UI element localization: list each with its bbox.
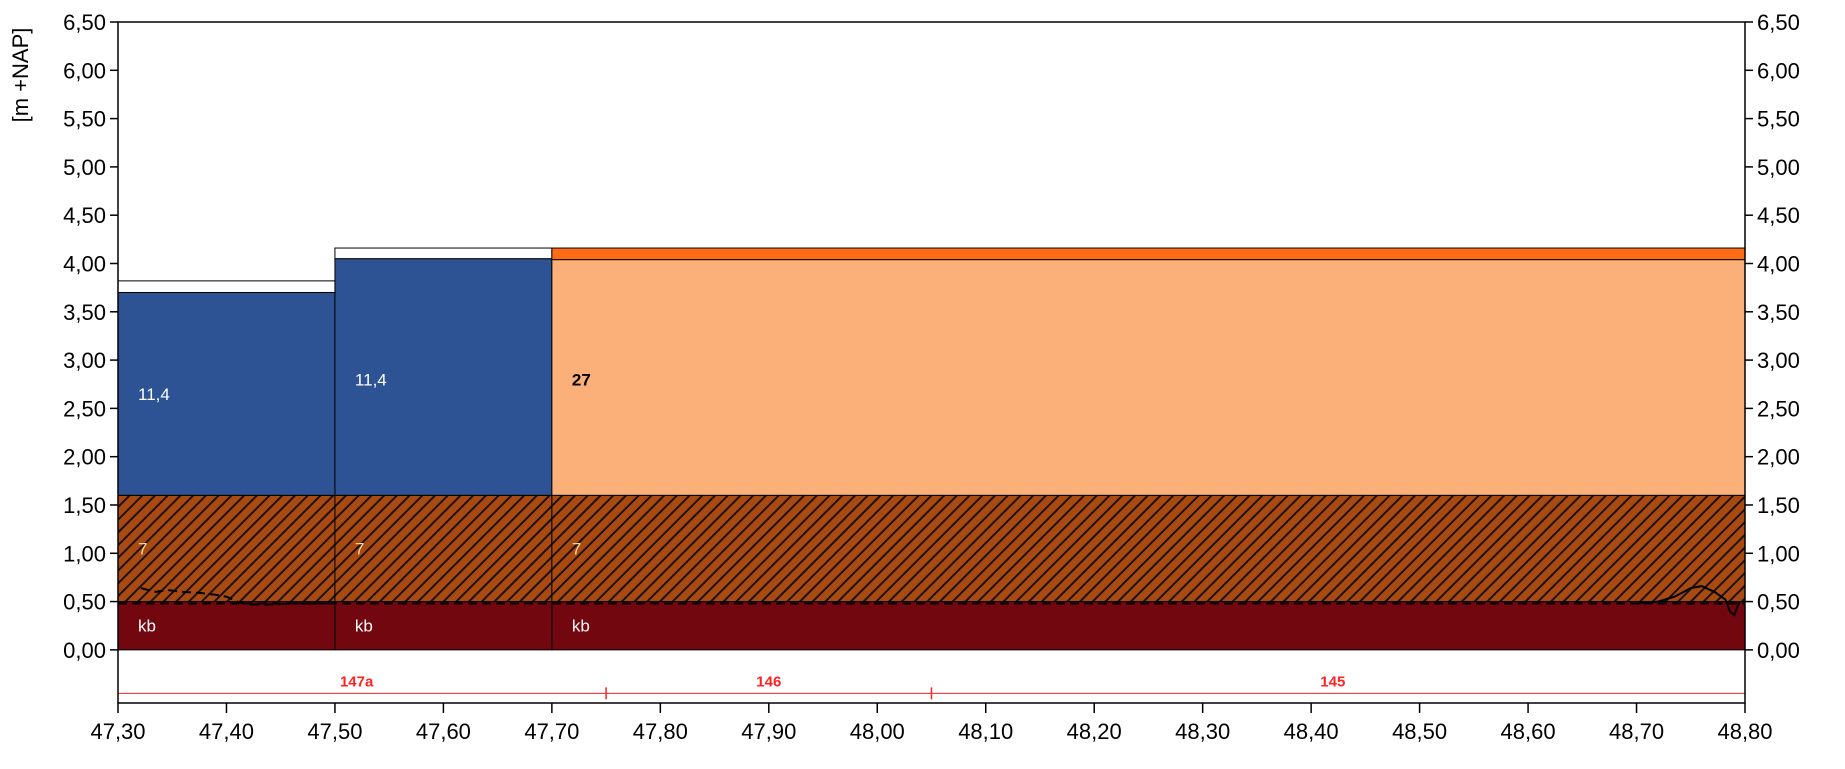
x-tick-label-7: 48,00: [850, 719, 905, 744]
y-tick-label-left-13: 6,50: [63, 10, 106, 35]
y-tick-label-right-6: 3,00: [1757, 348, 1800, 373]
y-tick-label-right-12: 6,00: [1757, 58, 1800, 83]
soil-layer-5: [551, 494, 1746, 603]
y-tick-label-right-13: 6,50: [1757, 10, 1800, 35]
soil-layer-2: [551, 601, 1746, 651]
layer-label-3: 7: [138, 539, 147, 558]
y-tick-label-right-11: 5,50: [1757, 107, 1800, 132]
soil-layer-8: [551, 259, 1746, 496]
groundwater-line-1: [1636, 585, 1741, 617]
soil-layer-3: [117, 494, 336, 603]
layer-label-0: kb: [138, 617, 156, 636]
y-tick-label-right-2: 1,00: [1757, 541, 1800, 566]
y-tick-label-right-8: 4,00: [1757, 251, 1800, 276]
y-tick-label-left-10: 5,00: [63, 155, 106, 180]
profile-group: 147a 146 145: [118, 674, 1745, 700]
plot-frame: [117, 21, 1746, 704]
top-layer-0: [117, 280, 336, 293]
layer-label-1: kb: [355, 617, 373, 636]
profile-label-0: 147a: [340, 674, 374, 691]
y-tick-label-left-3: 1,50: [63, 493, 106, 518]
layer-labels-group: kb kb kb 7 7 7 11,4 11,4 27: [138, 370, 591, 635]
layer-label-4: 7: [355, 539, 364, 558]
y-tick-label-left-11: 5,50: [63, 107, 106, 132]
x-tick-label-11: 48,40: [1284, 719, 1339, 744]
x-tick-label-13: 48,60: [1501, 719, 1556, 744]
x-tick-label-8: 48,10: [958, 719, 1013, 744]
soil-layer-7: [334, 258, 553, 496]
y-tick-label-right-7: 3,50: [1757, 300, 1800, 325]
y-tick-label-left-0: 0,00: [63, 638, 106, 663]
soil-layer-4: [334, 494, 553, 603]
x-tick-label-10: 48,30: [1175, 719, 1230, 744]
layers-group: [117, 258, 1746, 651]
x-tick-label-14: 48,70: [1609, 719, 1664, 744]
y-tick-label-left-8: 4,00: [63, 251, 106, 276]
y-tick-label-left-2: 1,00: [63, 541, 106, 566]
layer-label-8: 27: [572, 370, 591, 389]
y-tick-label-right-10: 5,00: [1757, 155, 1800, 180]
x-tick-label-12: 48,50: [1392, 719, 1447, 744]
x-tick-label-2: 47,50: [307, 719, 362, 744]
profile-label-1: 146: [756, 674, 781, 691]
y-tick-label-left-4: 2,00: [63, 445, 106, 470]
soil-layer-1: [334, 601, 553, 651]
y-tick-label-right-3: 1,50: [1757, 493, 1800, 518]
lines-group: [118, 585, 1745, 617]
x-tick-label-4: 47,70: [524, 719, 579, 744]
soil-layer-0: [117, 601, 336, 651]
x-tick-label-15: 48,80: [1717, 719, 1772, 744]
axes-group: 0,00 0,00 0,50 0,50 1,00 1,00 1,50 1,50 2,00 2,00…: [63, 10, 1800, 744]
x-tick-label-0: 47,30: [90, 719, 145, 744]
y-tick-label-right-1: 0,50: [1757, 590, 1800, 615]
layer-label-2: kb: [572, 617, 590, 636]
x-tick-label-6: 47,90: [741, 719, 796, 744]
top-layer-2: [551, 247, 1746, 261]
y-tick-label-right-0: 0,00: [1757, 638, 1800, 663]
y-tick-label-right-5: 2,50: [1757, 396, 1800, 421]
layer-label-6: 11,4: [138, 385, 170, 404]
y-tick-label-right-4: 2,00: [1757, 445, 1800, 470]
y-tick-label-left-7: 3,50: [63, 300, 106, 325]
y-tick-label-left-6: 3,00: [63, 348, 106, 373]
top-layer-1: [334, 247, 553, 260]
y-tick-label-right-9: 4,50: [1757, 203, 1800, 228]
x-tick-label-3: 47,60: [416, 719, 471, 744]
layer-label-7: 11,4: [355, 370, 387, 389]
y-axis-label: [m +NAP]: [8, 28, 33, 123]
x-tick-label-5: 47,80: [633, 719, 688, 744]
x-tick-label-1: 47,40: [199, 719, 254, 744]
profile-label-2: 145: [1320, 674, 1345, 691]
y-tick-label-left-1: 0,50: [63, 590, 106, 615]
y-tick-label-left-9: 4,50: [63, 203, 106, 228]
layer-label-5: 7: [572, 539, 581, 558]
y-tick-label-left-12: 6,00: [63, 58, 106, 83]
x-tick-label-9: 48,20: [1067, 719, 1122, 744]
y-tick-label-left-5: 2,50: [63, 396, 106, 421]
